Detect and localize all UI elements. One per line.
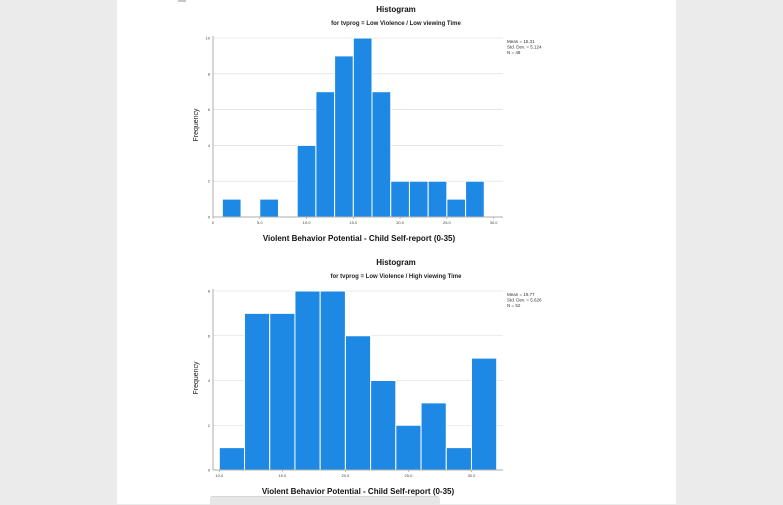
y-tick-label: 4 <box>208 378 211 383</box>
stats-box: Mean = 19.77 Std. Dev. = 5.626 N = 52 <box>507 292 542 308</box>
histogram-bar <box>296 144 317 218</box>
histogram-bar <box>221 198 242 218</box>
histogram-bar <box>269 312 296 471</box>
histogram-bar <box>319 290 346 471</box>
histogram-bar <box>244 312 271 471</box>
histogram-bar <box>445 447 472 471</box>
x-tick-label: 15.0 <box>278 473 287 478</box>
stat-std-dev: Std. Dev. = 5.124 <box>507 45 542 50</box>
bottom-window-tab[interactable] <box>210 496 440 505</box>
histogram-bar <box>352 37 373 218</box>
histogram-bar <box>344 335 372 471</box>
chart-title: Histogram <box>376 5 416 14</box>
x-tick-label: 10.0 <box>303 220 312 225</box>
histogram-bar <box>259 198 279 218</box>
histogram-bar <box>370 380 397 471</box>
x-tick-label: 5.0 <box>257 220 263 225</box>
histogram-bar <box>371 91 392 218</box>
stat-mean: Mean = 19.77 <box>507 292 535 297</box>
y-tick-label: 6 <box>208 333 211 338</box>
stat-std-dev: Std. Dev. = 5.626 <box>507 298 542 303</box>
y-tick-label: 6 <box>208 107 211 112</box>
histogram-high-viewing: Histogram for tvprog = Low Violence / Hi… <box>193 258 542 496</box>
histogram-low-viewing: Histogram for tvprog = Low Violence / Lo… <box>193 5 542 243</box>
y-tick-label: 4 <box>208 143 211 148</box>
y-tick-label: 2 <box>208 179 211 184</box>
output-page <box>117 0 676 504</box>
histogram-bar <box>465 180 485 218</box>
x-tick-label: 25.0 <box>443 220 452 225</box>
x-tick-label: 20.0 <box>341 473 350 478</box>
chart-subtitle: for tvprog = Low Violence / High viewing… <box>331 274 463 280</box>
chart-title: Histogram <box>376 258 416 267</box>
y-tick-label: 0 <box>208 215 211 220</box>
histogram-bar <box>446 198 467 218</box>
x-tick-label: 10.0 <box>215 473 224 478</box>
stat-n: N = 52 <box>507 303 521 308</box>
histogram-bar <box>390 180 410 218</box>
histogram-bar <box>294 290 321 471</box>
histogram-bar <box>470 357 498 471</box>
x-tick-label: 30.0 <box>468 473 477 478</box>
y-axis-label: Frequency <box>193 108 200 142</box>
y-tick-label: 0 <box>208 468 211 473</box>
stat-n: N = 48 <box>507 50 521 55</box>
y-tick-label: 8 <box>208 289 211 294</box>
stats-box: Mean = 15.31 Std. Dev. = 5.124 N = 48 <box>507 39 542 55</box>
histogram-bar <box>427 180 448 218</box>
y-tick-label: 8 <box>208 71 211 76</box>
x-axis-label: Violent Behavior Potential - Child Self-… <box>263 234 456 243</box>
stat-mean: Mean = 15.31 <box>507 39 535 44</box>
histogram-bar <box>334 55 354 218</box>
x-tick-label: 0 <box>212 220 215 225</box>
x-tick-label: 20.0 <box>396 220 405 225</box>
y-tick-label: 2 <box>208 423 211 428</box>
histogram-bar <box>395 424 422 471</box>
x-axis-label: Violent Behavior Potential - Child Self-… <box>262 487 455 496</box>
histogram-bar <box>408 180 429 218</box>
top-scroll-marker <box>178 0 186 2</box>
histogram-bar <box>218 447 246 471</box>
x-tick-label: 25.0 <box>405 473 414 478</box>
y-axis-label: Frequency <box>193 361 200 395</box>
chart-subtitle: for tvprog = Low Violence / Low viewing … <box>331 21 461 27</box>
histogram-bar <box>315 91 336 218</box>
histogram-bar <box>420 402 447 471</box>
x-tick-label: 30.0 <box>490 220 499 225</box>
y-tick-label: 10 <box>206 36 211 41</box>
x-tick-label: 15.0 <box>349 220 358 225</box>
